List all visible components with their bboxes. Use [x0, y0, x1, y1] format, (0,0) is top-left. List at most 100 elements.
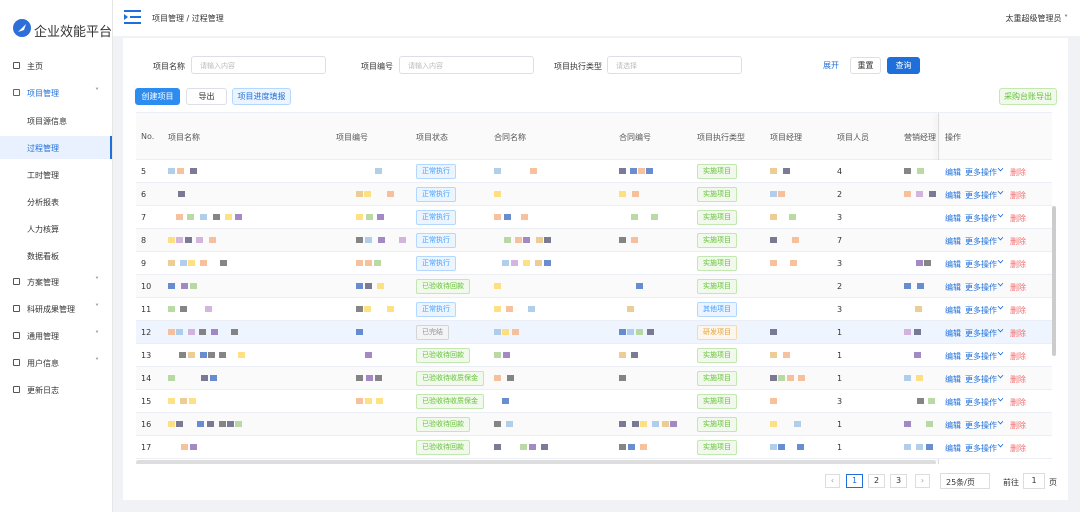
row-action[interactable]: 编辑: [945, 421, 961, 430]
member-count: 3: [837, 397, 843, 406]
v-scrollbar[interactable]: [1052, 206, 1056, 356]
menu-toggle[interactable]: [124, 10, 141, 24]
blurred-text: [926, 444, 933, 450]
menu-item[interactable]: 用户信息 ˅: [0, 352, 112, 374]
blurred-text: [787, 375, 794, 381]
submenu-item[interactable]: 人力核算: [0, 217, 112, 240]
submenu-item[interactable]: 数据看板: [0, 244, 112, 267]
type-tag: 其他项目: [697, 302, 737, 317]
blurred-text: [778, 191, 785, 197]
row-action[interactable]: 更多操作: [965, 237, 997, 246]
submenu-item[interactable]: 项目源信息: [0, 109, 112, 132]
page-number[interactable]: 2: [868, 474, 885, 488]
submenu-item[interactable]: 分析报表: [0, 190, 112, 213]
row-action[interactable]: 编辑: [945, 168, 961, 177]
row-action[interactable]: 更多操作: [965, 306, 997, 315]
blurred-text: [904, 329, 911, 335]
row-action[interactable]: 编辑: [945, 306, 961, 315]
row-action[interactable]: 删除: [1010, 421, 1026, 430]
row-action[interactable]: 删除: [1010, 329, 1026, 338]
row-action[interactable]: 删除: [1010, 398, 1026, 407]
blurred-text: [494, 444, 501, 450]
filter-input[interactable]: 请输入内容: [191, 56, 326, 74]
toolbar-button[interactable]: 创建项目: [135, 88, 180, 105]
blurred-text: [365, 260, 372, 266]
next-page[interactable]: ›: [915, 474, 930, 488]
page-number[interactable]: 3: [890, 474, 907, 488]
row-action[interactable]: 编辑: [945, 444, 961, 453]
member-count: 2: [837, 190, 843, 199]
blurred-text: [544, 260, 551, 266]
row-action[interactable]: 删除: [1010, 168, 1026, 177]
submenu-item[interactable]: 过程管理: [0, 136, 112, 159]
menu-item[interactable]: 科研成果管理 ˅: [0, 298, 112, 320]
toolbar-button[interactable]: 项目进度填报: [232, 88, 291, 105]
prev-page[interactable]: ‹: [825, 474, 840, 488]
blurred-text: [640, 444, 647, 450]
user-menu[interactable]: 太重超级管理员 ˅: [1005, 14, 1068, 23]
table-row: 8 正常执行 实施项目 7 编辑 更多操作 删除: [136, 229, 1052, 252]
row-action[interactable]: 编辑: [945, 352, 961, 361]
row-action[interactable]: 编辑: [945, 260, 961, 269]
table-row: 10 已验收待回款 实施项目 2 编辑 更多操作 删除: [136, 275, 1052, 298]
menu-item[interactable]: 通用管理 ˅: [0, 325, 112, 347]
blurred-text: [220, 260, 227, 266]
row-action[interactable]: 删除: [1010, 191, 1026, 200]
goto-input[interactable]: 1: [1023, 473, 1045, 489]
row-action[interactable]: 更多操作: [965, 398, 997, 407]
row-action[interactable]: 删除: [1010, 214, 1026, 223]
column-header: 操作: [945, 133, 961, 142]
row-action[interactable]: 删除: [1010, 237, 1026, 246]
row-action[interactable]: 更多操作: [965, 421, 997, 430]
row-action[interactable]: 编辑: [945, 214, 961, 223]
expand-link[interactable]: 展开: [823, 61, 839, 70]
row-action[interactable]: 编辑: [945, 398, 961, 407]
toolbar-button[interactable]: 导出: [186, 88, 227, 105]
export-button[interactable]: 采购台账导出: [999, 88, 1057, 105]
row-action[interactable]: 删除: [1010, 260, 1026, 269]
row-action[interactable]: 更多操作: [965, 214, 997, 223]
reset-button[interactable]: 重置: [850, 57, 881, 74]
menu-item[interactable]: 方案管理 ˅: [0, 271, 112, 293]
row-action[interactable]: 更多操作: [965, 329, 997, 338]
blurred-text: [356, 260, 363, 266]
blurred-text: [520, 444, 527, 450]
status-tag: 已验收待回款: [416, 417, 470, 432]
row-action[interactable]: 更多操作: [965, 444, 997, 453]
row-action[interactable]: 更多操作: [965, 191, 997, 200]
member-count: 3: [837, 259, 843, 268]
menu-item[interactable]: 项目管理 ˅: [0, 82, 112, 104]
blurred-text: [504, 237, 511, 243]
blurred-text: [365, 283, 372, 289]
row-action[interactable]: 删除: [1010, 352, 1026, 361]
row-action[interactable]: 更多操作: [965, 352, 997, 361]
row-action[interactable]: 更多操作: [965, 168, 997, 177]
filter-input[interactable]: 请输入内容: [399, 56, 534, 74]
page-number[interactable]: 1: [846, 474, 863, 488]
row-action[interactable]: 删除: [1010, 306, 1026, 315]
submenu-label: 数据看板: [27, 252, 59, 261]
row-action[interactable]: 编辑: [945, 329, 961, 338]
row-action[interactable]: 删除: [1010, 283, 1026, 292]
blurred-text: [631, 214, 638, 220]
row-action[interactable]: 编辑: [945, 283, 961, 292]
blurred-text: [213, 214, 220, 220]
row-action[interactable]: 编辑: [945, 375, 961, 384]
search-button[interactable]: 查询: [887, 57, 920, 74]
menu-item[interactable]: 更新日志: [0, 379, 112, 401]
row-action[interactable]: 更多操作: [965, 375, 997, 384]
row-action[interactable]: 更多操作: [965, 283, 997, 292]
submenu-item[interactable]: 工时管理: [0, 163, 112, 186]
row-action[interactable]: 编辑: [945, 191, 961, 200]
h-scrollbar[interactable]: [136, 460, 936, 464]
row-action[interactable]: 删除: [1010, 375, 1026, 384]
blurred-text: [619, 237, 626, 243]
row-action[interactable]: 编辑: [945, 237, 961, 246]
row-action[interactable]: 删除: [1010, 444, 1026, 453]
filter-input[interactable]: 请选择: [607, 56, 742, 74]
menu-item[interactable]: 主页: [0, 55, 112, 77]
page-size: 25条/页: [946, 478, 975, 487]
blurred-text: [506, 421, 513, 427]
row-action[interactable]: 更多操作: [965, 260, 997, 269]
page-size-select[interactable]: 25条/页: [940, 473, 990, 489]
